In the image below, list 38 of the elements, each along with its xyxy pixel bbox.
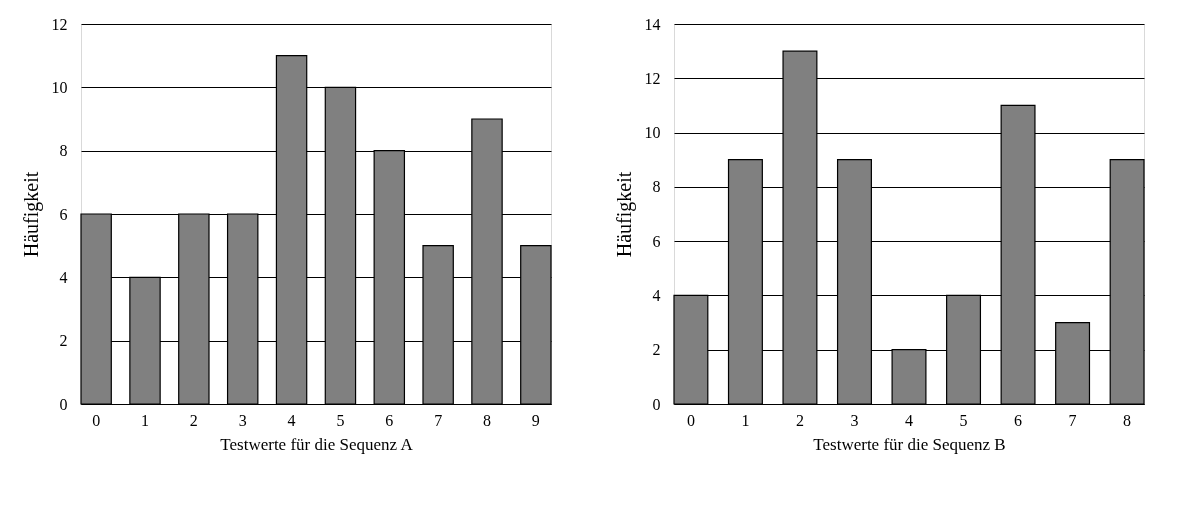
y-tick-label: 12 — [644, 69, 661, 87]
y-tick-label: 4 — [59, 268, 68, 286]
y-tick-label: 0 — [652, 395, 661, 413]
x-tick-label: 0 — [92, 411, 101, 429]
x-tick-label: 1 — [141, 411, 149, 429]
x-tick-label: 0 — [686, 411, 695, 429]
x-axis-title: Testwerte für die Sequenz A — [220, 434, 414, 454]
x-tick-label: 2 — [795, 411, 804, 429]
y-tick-label: 6 — [59, 205, 68, 223]
y-tick-label: 6 — [652, 232, 661, 250]
x-tick-label: 5 — [336, 411, 345, 429]
x-tick-label: 6 — [1014, 411, 1023, 429]
x-tick-label: 9 — [531, 411, 540, 429]
x-tick-label: 7 — [1068, 411, 1077, 429]
y-tick-label: 10 — [644, 124, 661, 142]
x-tick-label: 3 — [238, 411, 247, 429]
x-tick-label: 8 — [483, 411, 491, 429]
x-axis-title: Testwerte für die Sequenz B — [813, 434, 1006, 454]
x-tick-label: 8 — [1123, 411, 1132, 429]
x-tick-label: 7 — [434, 411, 443, 429]
y-tick-label: 8 — [652, 178, 661, 196]
y-tick-label: 12 — [51, 15, 68, 33]
x-tick-label: 2 — [189, 411, 198, 429]
y-tick-label: 10 — [51, 78, 68, 96]
x-tick-label: 6 — [385, 411, 394, 429]
y-axis-title: Häufigkeit — [612, 171, 636, 258]
y-axis-title: Häufigkeit — [19, 171, 43, 258]
y-tick-label: 2 — [652, 341, 661, 359]
x-tick-label: 4 — [905, 411, 913, 429]
x-tick-label: 4 — [287, 411, 296, 429]
x-tick-label: 5 — [959, 411, 968, 429]
y-tick-label: 4 — [652, 286, 661, 304]
y-tick-label: 2 — [59, 332, 68, 350]
y-tick-label: 14 — [644, 15, 661, 33]
x-tick-label: 1 — [741, 411, 750, 429]
x-tick-label: 3 — [850, 411, 859, 429]
y-tick-label: 8 — [59, 142, 68, 160]
y-tick-label: 0 — [59, 395, 68, 413]
